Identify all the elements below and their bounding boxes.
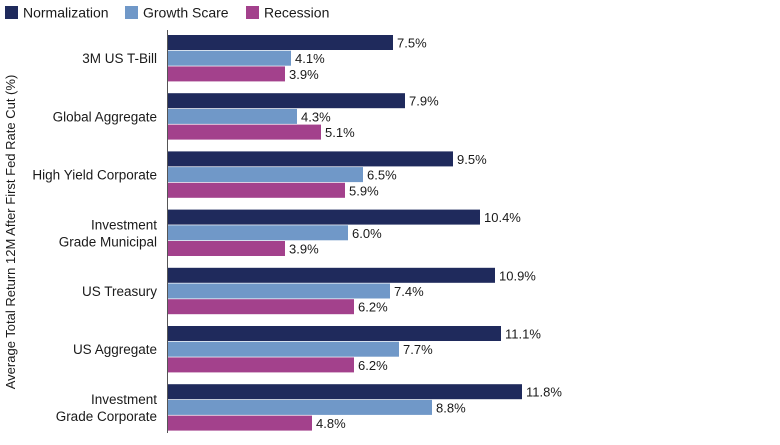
data-label-7-3: 4.8% bbox=[316, 416, 346, 431]
bar-3-1 bbox=[168, 151, 453, 167]
data-label-2-3: 5.1% bbox=[325, 125, 355, 140]
category-labels: 3M US T-Bill Global Aggregate High Yield C… bbox=[32, 51, 157, 424]
bar-3-2 bbox=[168, 167, 363, 183]
data-label-4-3: 3.9% bbox=[289, 242, 319, 257]
bar-6-3 bbox=[168, 357, 354, 373]
bar-5-3 bbox=[168, 299, 354, 315]
category-label-5: US Treasury bbox=[82, 284, 157, 299]
bar-4-1 bbox=[168, 209, 480, 225]
bar-7-1 bbox=[168, 384, 522, 400]
category-label-4-line-1: Investment bbox=[91, 217, 157, 232]
data-label-3-2: 6.5% bbox=[367, 168, 397, 183]
data-label-5-2: 7.4% bbox=[394, 284, 424, 299]
data-label-5-1: 10.9% bbox=[499, 268, 536, 283]
data-label-1-2: 4.1% bbox=[295, 51, 325, 66]
y-axis-label: Average Total Return 12M After First Fed… bbox=[3, 75, 18, 390]
legend: Normalization Growth Scare Recession bbox=[5, 5, 329, 21]
category-label-4-line-2: Grade Municipal bbox=[59, 234, 157, 249]
category-label-3: High Yield Corporate bbox=[32, 168, 157, 183]
bar-3-3 bbox=[168, 182, 345, 198]
data-label-4-1: 10.4% bbox=[484, 210, 521, 225]
category-label-7-line-2: Grade Corporate bbox=[56, 409, 157, 424]
bar-1-3 bbox=[168, 66, 285, 82]
legend-swatch-3 bbox=[246, 6, 259, 19]
bar-2-2 bbox=[168, 108, 297, 124]
data-label-2-1: 7.9% bbox=[409, 94, 439, 109]
data-labels: 7.5%4.1%3.9%7.9%4.3%5.1%9.5%6.5%5.9%10.4… bbox=[289, 36, 562, 432]
legend-label-2: Growth Scare bbox=[143, 5, 229, 21]
data-label-4-2: 6.0% bbox=[352, 226, 382, 241]
bars bbox=[168, 35, 522, 431]
legend-swatch-2 bbox=[125, 6, 138, 19]
bar-4-2 bbox=[168, 225, 348, 241]
data-label-7-2: 8.8% bbox=[436, 400, 466, 415]
bar-7-3 bbox=[168, 415, 312, 431]
data-label-3-3: 5.9% bbox=[349, 183, 379, 198]
bar-6-2 bbox=[168, 341, 399, 357]
bar-1-1 bbox=[168, 35, 393, 50]
bar-2-3 bbox=[168, 124, 321, 140]
data-label-6-1: 11.1% bbox=[505, 327, 541, 342]
category-label-2: Global Aggregate bbox=[53, 109, 157, 124]
data-label-5-3: 6.2% bbox=[358, 300, 388, 315]
data-label-6-3: 6.2% bbox=[358, 358, 388, 373]
bar-2-1 bbox=[168, 93, 405, 109]
data-label-1-1: 7.5% bbox=[397, 36, 427, 51]
data-label-1-3: 3.9% bbox=[289, 67, 319, 82]
bar-1-2 bbox=[168, 50, 291, 66]
bar-5-2 bbox=[168, 283, 390, 299]
bar-4-3 bbox=[168, 241, 285, 256]
data-label-7-1: 11.8% bbox=[526, 385, 562, 400]
legend-label-3: Recession bbox=[264, 5, 329, 21]
data-label-6-2: 7.7% bbox=[403, 342, 433, 357]
category-label-7-line-1: Investment bbox=[91, 392, 157, 407]
legend-label-1: Normalization bbox=[23, 5, 109, 21]
data-label-2-2: 4.3% bbox=[301, 109, 331, 124]
bar-6-1 bbox=[168, 326, 501, 341]
data-label-3-1: 9.5% bbox=[457, 152, 487, 167]
category-label-6: US Aggregate bbox=[73, 342, 157, 357]
legend-swatch-1 bbox=[5, 6, 18, 19]
bar-7-2 bbox=[168, 399, 432, 415]
bar-5-1 bbox=[168, 267, 495, 283]
category-label-1: 3M US T-Bill bbox=[82, 51, 157, 66]
